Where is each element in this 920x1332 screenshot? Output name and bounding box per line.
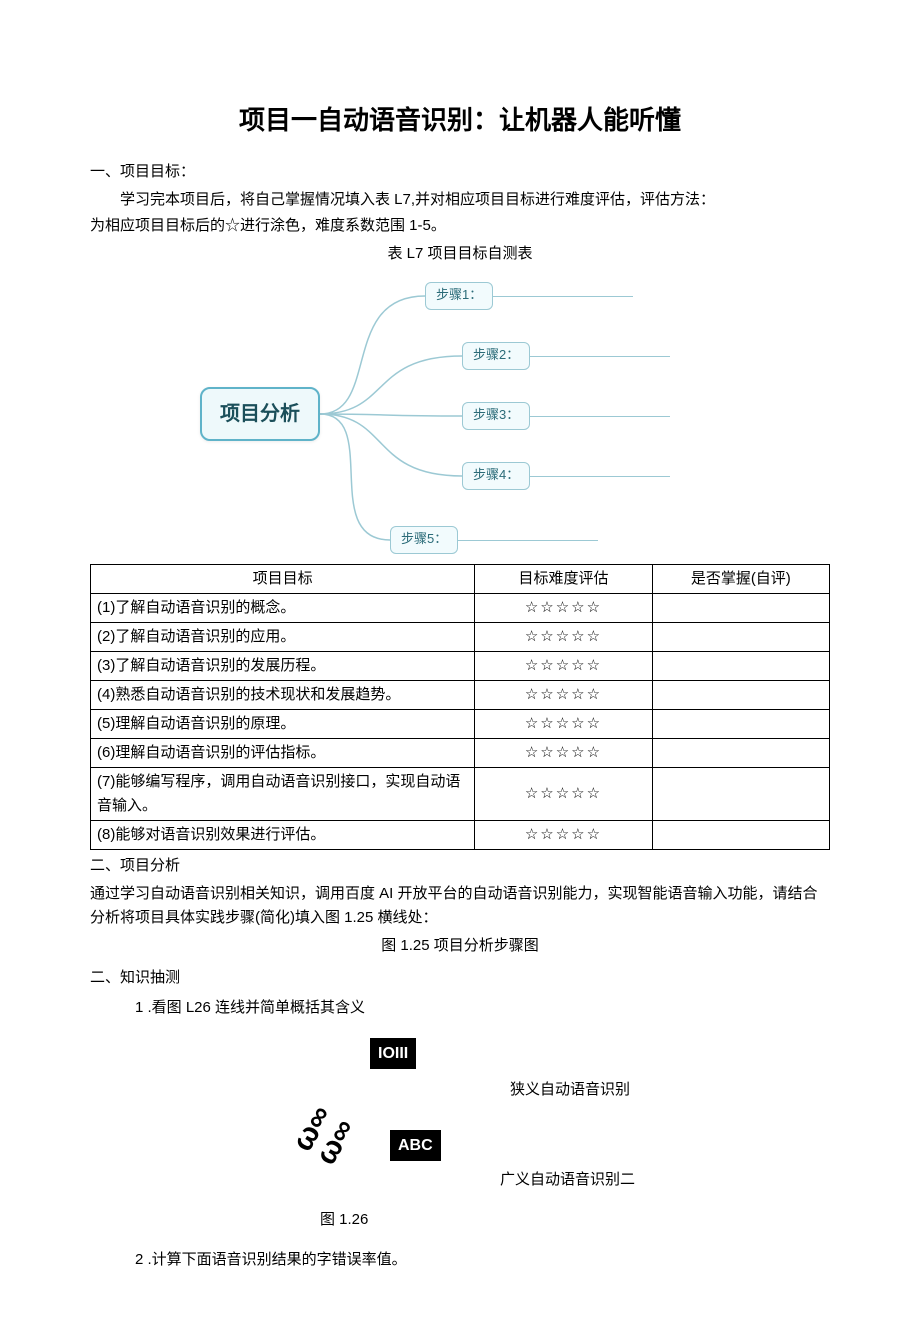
- section1-para1: 学习完本项目后，将自己掌握情况填入表 L7,并对相应项目目标进行难度评估，评估方…: [90, 188, 830, 212]
- table-row: (4)熟悉自动语音识别的技术现状和发展趋势。 ☆☆☆☆☆: [91, 680, 830, 709]
- self-cell: [652, 767, 829, 820]
- stars-cell: ☆☆☆☆☆: [475, 622, 652, 651]
- table-row: (5)理解自动语音识别的原理。 ☆☆☆☆☆: [91, 709, 830, 738]
- table-row: (6)理解自动语音识别的评估指标。 ☆☆☆☆☆: [91, 738, 830, 767]
- stars-cell: ☆☆☆☆☆: [475, 680, 652, 709]
- goal-th-diff: 目标难度评估: [475, 564, 652, 593]
- goal-cell: (5)理解自动语音识别的原理。: [91, 709, 475, 738]
- section2-para1: 通过学习自动语音识别相关知识，调用百度 AI 开放平台的自动语音识别能力，实现智…: [90, 882, 830, 930]
- fig126-caption: 图 1.26: [320, 1208, 368, 1232]
- section2-heading: 二、项目分析: [90, 854, 830, 878]
- section1-heading: 一、项目目标：: [90, 160, 830, 184]
- mindmap-blank-5: [458, 540, 598, 541]
- goal-cell: (8)能够对语音识别效果进行评估。: [91, 820, 475, 849]
- table-row: (8)能够对语音识别效果进行评估。 ☆☆☆☆☆: [91, 820, 830, 849]
- goal-table-header-row: 项目目标 目标难度评估 是否掌握(自评): [91, 564, 830, 593]
- table-row: (2)了解自动语音识别的应用。 ☆☆☆☆☆: [91, 622, 830, 651]
- stars-cell: ☆☆☆☆☆: [475, 593, 652, 622]
- stars-cell: ☆☆☆☆☆: [475, 709, 652, 738]
- mindmap-blank-2: [530, 356, 670, 357]
- goal-cell: (1)了解自动语音识别的概念。: [91, 593, 475, 622]
- table-row: (7)能够编写程序，调用自动语音识别接口，实现自动语音输入。 ☆☆☆☆☆: [91, 767, 830, 820]
- fig126-glyph: ω∞ ω∞: [288, 1101, 358, 1168]
- fig126-diagram: IOIII ω∞ ω∞ ABC 狭义自动语音识别 广义自动语音识别二 图 1.2…: [150, 1038, 710, 1238]
- stars-cell: ☆☆☆☆☆: [475, 651, 652, 680]
- table-row: (3)了解自动语音识别的发展历程。 ☆☆☆☆☆: [91, 651, 830, 680]
- goal-cell: (4)熟悉自动语音识别的技术现状和发展趋势。: [91, 680, 475, 709]
- mindmap-blank-4: [530, 476, 670, 477]
- self-cell: [652, 709, 829, 738]
- goal-cell: (6)理解自动语音识别的评估指标。: [91, 738, 475, 767]
- goal-cell: (7)能够编写程序，调用自动语音识别接口，实现自动语音输入。: [91, 767, 475, 820]
- mindmap-blank-1: [493, 296, 633, 297]
- goal-th-goal: 项目目标: [91, 564, 475, 593]
- mindmap-step-1: 步骤1：: [425, 282, 493, 310]
- self-cell: [652, 820, 829, 849]
- mindmap-root: 项目分析: [200, 387, 320, 441]
- goal-cell: (2)了解自动语音识别的应用。: [91, 622, 475, 651]
- self-cell: [652, 738, 829, 767]
- page-title: 项目一自动语音识别：让机器人能听懂: [90, 100, 830, 142]
- fig126-narrow-label: 狭义自动语音识别: [510, 1078, 630, 1102]
- section1-para2: 为相应项目目标后的☆进行涂色，难度系数范围 1-5。: [90, 214, 830, 238]
- mindmap-step-5: 步骤5：: [390, 526, 458, 554]
- goal-cell: (3)了解自动语音识别的发展历程。: [91, 651, 475, 680]
- mindmap-diagram: 项目分析 步骤1： 步骤2： 步骤3： 步骤4： 步骤5：: [200, 272, 720, 562]
- mindmap-step-4: 步骤4：: [462, 462, 530, 490]
- mindmap-blank-3: [530, 416, 670, 417]
- mindmap-step-2: 步骤2：: [462, 342, 530, 370]
- self-cell: [652, 651, 829, 680]
- table-caption: 表 L7 项目目标自测表: [90, 242, 830, 266]
- table-row: (1)了解自动语音识别的概念。 ☆☆☆☆☆: [91, 593, 830, 622]
- fig126-box-top: IOIII: [370, 1038, 416, 1070]
- section3-heading: 二、知识抽测: [90, 966, 830, 990]
- fig126-broad-label: 广义自动语音识别二: [500, 1168, 635, 1192]
- q2-text: 2 .计算下面语音识别结果的字错误率值。: [135, 1248, 830, 1272]
- stars-cell: ☆☆☆☆☆: [475, 820, 652, 849]
- self-cell: [652, 593, 829, 622]
- goal-th-self: 是否掌握(自评): [652, 564, 829, 593]
- fig126-box-mid: ABC: [390, 1130, 441, 1162]
- self-cell: [652, 680, 829, 709]
- self-cell: [652, 622, 829, 651]
- goal-table: 项目目标 目标难度评估 是否掌握(自评) (1)了解自动语音识别的概念。 ☆☆☆…: [90, 564, 830, 850]
- fig125-caption: 图 1.25 项目分析步骤图: [90, 934, 830, 958]
- stars-cell: ☆☆☆☆☆: [475, 767, 652, 820]
- q1-text: 1 .看图 L26 连线并简单概括其含义: [135, 996, 830, 1020]
- mindmap-step-3: 步骤3：: [462, 402, 530, 430]
- stars-cell: ☆☆☆☆☆: [475, 738, 652, 767]
